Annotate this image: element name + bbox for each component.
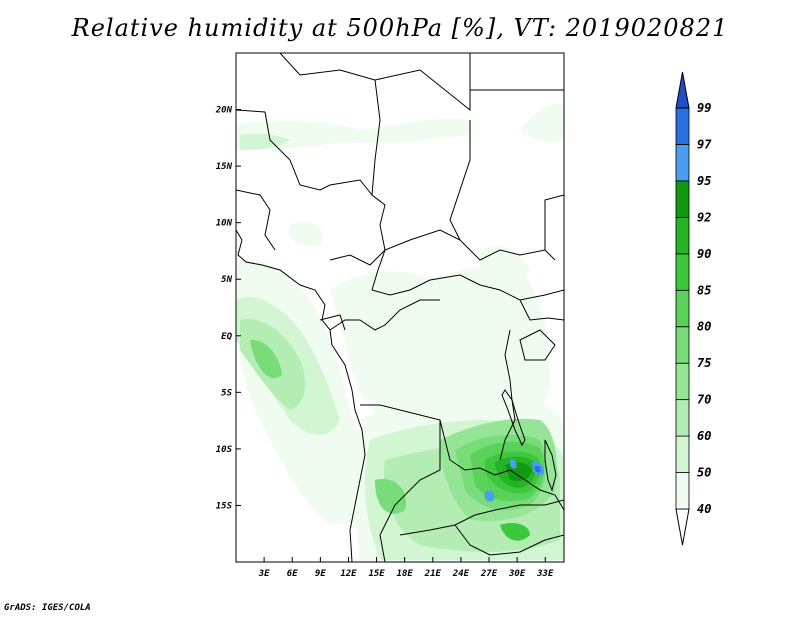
- lon-tick-label: 12E: [340, 569, 357, 579]
- lon-tick-label: 6E: [287, 569, 298, 579]
- country-borders: [236, 53, 564, 562]
- border-south-4: [454, 524, 564, 556]
- colorbar-label: 97: [697, 137, 712, 151]
- lon-tick-label: 27E: [480, 569, 498, 579]
- lat-tick-label: 15N: [216, 162, 233, 172]
- colorbar-segment: [675, 180, 690, 218]
- colorbar-label: 70: [697, 393, 711, 407]
- lat-tick-label: 20N: [215, 106, 233, 116]
- colorbar-segment: [675, 289, 690, 328]
- lake-tanganyika: [501, 389, 526, 447]
- lon-tick-label: 9E: [315, 569, 326, 579]
- border-south-2: [379, 420, 441, 562]
- colorbar-label: 85: [697, 283, 711, 297]
- border-south-3: [399, 499, 564, 536]
- lon-tick-label: 21E: [424, 569, 442, 579]
- colorbar-segment: [675, 253, 690, 291]
- colorbar-segment: [675, 399, 690, 437]
- colorbar-segment: [675, 362, 690, 401]
- colorbar-label: 60: [697, 429, 711, 443]
- lat-tick-label: EQ: [221, 332, 232, 342]
- lon-tick-label: 15E: [368, 569, 385, 579]
- border-central-1: [329, 229, 556, 266]
- lake-malawi: [544, 439, 557, 492]
- colorbar-segment: [675, 472, 690, 510]
- lat-tick-label: 10N: [216, 219, 233, 229]
- colorbar-label: 80: [697, 320, 711, 334]
- map-frame: [235, 52, 565, 563]
- border-east-coast: [519, 299, 564, 321]
- border-north-1: [279, 53, 386, 291]
- rh-area-50-north: [240, 133, 290, 150]
- lon-tick-label: 18E: [397, 569, 414, 579]
- lon-tick-label: 3E: [258, 569, 270, 579]
- colorbar-label: 92: [697, 210, 711, 224]
- lake-victoria: [519, 329, 556, 361]
- border-east: [449, 89, 564, 241]
- rh-area-95-c: [484, 490, 495, 502]
- colorbar-label: 99: [697, 101, 711, 115]
- lon-tick-label: 33E: [536, 569, 554, 579]
- colorbar: 40 50 60 70 75 80 85 90 92 95 97 99: [675, 71, 712, 546]
- rh-area-75-west: [250, 339, 282, 379]
- rh-area-75-southwest: [375, 479, 406, 514]
- lon-tick-label: 24E: [452, 569, 470, 579]
- rh-area-north-band: [236, 118, 470, 150]
- lat-tick-label: 5S: [221, 388, 232, 398]
- colorbar-label: 50: [697, 466, 711, 480]
- border-central-2: [371, 274, 564, 301]
- colorbar-segment: [675, 326, 690, 364]
- lat-tick-label: 10S: [216, 445, 233, 455]
- chart-title: Relative humidity at 500hPa [%], VT: 201…: [71, 14, 729, 42]
- rh-area-85-southeast: [500, 523, 530, 541]
- humidity-field: [236, 103, 564, 562]
- longitude-axis: 3E 6E 9E 12E 15E 18E 21E 24E 27E 30E 33E: [258, 557, 554, 579]
- colorbar-label: 90: [697, 247, 711, 261]
- grads-credit: GrADS: IGES/COLA: [4, 603, 91, 613]
- rh-area-north-east: [520, 103, 564, 142]
- lon-tick-label: 30E: [508, 569, 526, 579]
- colorbar-segment: [675, 216, 690, 255]
- lat-tick-label: 5N: [221, 275, 232, 285]
- border-south-1: [360, 404, 511, 476]
- lat-tick-label: 15S: [216, 501, 233, 511]
- rh-area-sahel: [289, 221, 323, 247]
- border-east-2: [544, 194, 564, 250]
- colorbar-segment: [675, 144, 690, 182]
- rh-area-97-a: [534, 465, 541, 473]
- border-north-2: [374, 53, 471, 112]
- latitude-axis: 20N 15N 10N 5N EQ 5S 10S 15S: [215, 106, 241, 511]
- colorbar-label: 40: [697, 502, 711, 516]
- border-south-east: [509, 469, 564, 511]
- border-west-1: [236, 189, 276, 251]
- border-north-3: [236, 109, 373, 196]
- colorbar-lower-extension: [675, 508, 690, 546]
- colorbar-segment: [675, 107, 690, 145]
- colorbar-segment: [675, 435, 690, 473]
- border-congo: [329, 299, 440, 331]
- colorbar-label: 75: [697, 356, 711, 370]
- colorbar-upper-extension: [675, 71, 690, 109]
- rh-area-95-b: [509, 459, 517, 469]
- border-gabon: [319, 314, 346, 331]
- colorbar-label: 95: [697, 174, 711, 188]
